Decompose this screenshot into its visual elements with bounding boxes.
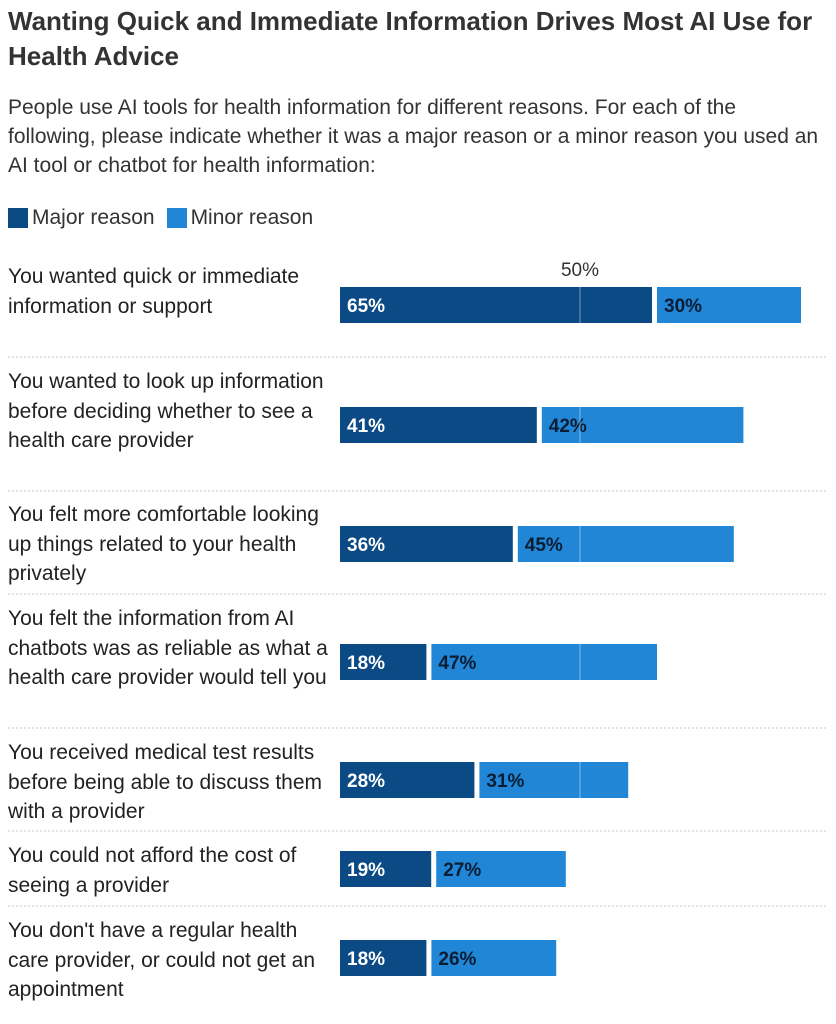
bar-major-reason <box>340 644 427 680</box>
row-label-test-results: You received medical test results before… <box>8 741 323 823</box>
bar-minor-reason <box>431 940 557 976</box>
legend-item-minor: Minor reason <box>166 206 314 230</box>
data-label-major: 19% <box>347 860 385 881</box>
data-label-major: 41% <box>347 416 385 437</box>
legend-label-minor: Minor reason <box>190 206 314 229</box>
legend-label-major: Major reason <box>32 206 155 229</box>
bar-major-reason <box>340 851 432 887</box>
data-label-minor: 47% <box>438 653 476 674</box>
bar-major-reason <box>340 407 537 443</box>
bar-major-reason <box>340 940 427 976</box>
bar-minor-reason <box>431 644 657 680</box>
data-label-major: 18% <box>347 949 385 970</box>
row-label-before-seeing-provider: You wanted to look up information before… <box>8 370 324 452</box>
data-label-minor: 26% <box>438 949 476 970</box>
legend: Major reason Minor reason <box>8 204 325 232</box>
reference-line-label: 50% <box>561 260 599 281</box>
bar-minor-reason <box>517 526 734 562</box>
bar-major-reason <box>340 287 652 323</box>
data-label-minor: 31% <box>486 771 524 792</box>
data-label-minor: 27% <box>443 860 481 881</box>
bar-minor-reason <box>657 287 801 323</box>
row-label-reliability: You felt the information from AI chatbot… <box>8 607 328 689</box>
data-label-major: 65% <box>347 296 385 317</box>
row-label-no-provider: You don't have a regular health care pro… <box>8 919 316 1001</box>
row-label-quick-information: You wanted quick or immediate informatio… <box>8 265 300 318</box>
legend-item-major: Major reason <box>8 206 155 230</box>
legend-swatch-minor <box>166 208 187 228</box>
data-label-major: 28% <box>347 771 385 792</box>
data-label-major: 36% <box>347 535 385 556</box>
data-label-major: 18% <box>347 653 385 674</box>
row-label-privacy-comfort: You felt more comfortable looking up thi… <box>8 503 319 585</box>
legend-swatch-major <box>8 208 28 228</box>
bar-minor-reason <box>479 762 629 798</box>
bar-minor-reason <box>436 851 566 887</box>
data-label-minor: 42% <box>549 416 587 437</box>
chart-subtitle: People use AI tools for health informati… <box>8 96 819 177</box>
bar-minor-reason <box>541 407 744 443</box>
chart-title: Wanting Quick and Immediate Information … <box>8 6 813 71</box>
bar-major-reason <box>340 762 475 798</box>
data-label-minor: 30% <box>664 296 702 317</box>
bar-major-reason <box>340 526 513 562</box>
row-label-cost: You could not afford the cost of seeing … <box>8 844 297 897</box>
data-label-minor: 45% <box>525 535 563 556</box>
